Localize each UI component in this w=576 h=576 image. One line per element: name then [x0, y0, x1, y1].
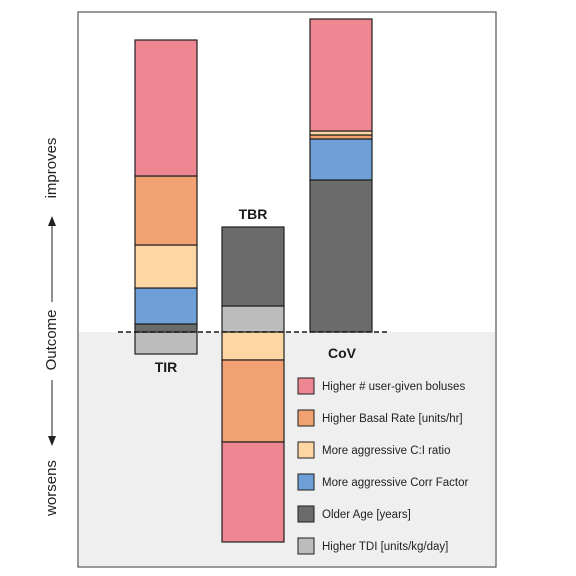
legend-label-ci: More aggressive C:I ratio — [322, 445, 450, 457]
bars-layer — [134, 18, 373, 543]
legend-label-corr: More aggressive Corr Factor — [322, 477, 469, 489]
bar-segment-tir-corr — [134, 287, 198, 325]
bar-segment-tbr-tdi — [221, 305, 285, 333]
legend-item-corr: More aggressive Corr Factor — [297, 473, 469, 491]
legend: Higher # user-given boluses Higher Basal … — [297, 377, 469, 555]
bar-cov — [309, 18, 373, 333]
bar-label-cov: CoV — [328, 345, 357, 361]
legend-label-age: Older Age [years] — [322, 509, 411, 521]
bar-label-tir: TIR — [155, 359, 178, 375]
axis-word-improves: improves — [43, 138, 60, 199]
legend-item-ci: More aggressive C:I ratio — [297, 441, 450, 459]
legend-swatch-ci — [297, 441, 315, 459]
bar-segment-tir-tdi — [134, 331, 198, 355]
legend-item-basal: Higher Basal Rate [units/hr] — [297, 409, 463, 427]
bar-labels: TIR TBR CoV — [155, 206, 357, 375]
bar-segment-tir-boluses — [134, 39, 198, 177]
y-axis: worsens Outcome improves — [43, 138, 60, 517]
bar-segment-tir-basal — [134, 175, 198, 246]
bar-segment-tbr-ci — [221, 331, 285, 361]
arrow-up-icon — [48, 216, 56, 226]
legend-swatch-boluses — [297, 377, 315, 395]
bar-segment-cov-boluses — [309, 18, 373, 132]
legend-label-tdi: Higher TDI [units/kg/day] — [322, 541, 448, 553]
worsens-region — [79, 332, 495, 566]
legend-swatch-basal — [297, 409, 315, 427]
bar-label-tbr: TBR — [239, 206, 268, 222]
bar-segment-tbr-basal — [221, 359, 285, 443]
bar-segment-tbr-boluses — [221, 441, 285, 543]
legend-item-tdi: Higher TDI [units/kg/day] — [297, 537, 448, 555]
legend-item-boluses: Higher # user-given boluses — [297, 377, 465, 395]
bar-segment-cov-basal — [309, 134, 373, 140]
bar-tbr — [221, 226, 285, 543]
legend-item-age: Older Age [years] — [297, 505, 411, 523]
bar-segment-tir-ci — [134, 244, 198, 289]
legend-label-basal: Higher Basal Rate [units/hr] — [322, 413, 463, 425]
legend-swatch-tdi — [297, 537, 315, 555]
bar-segment-tir-age — [134, 323, 198, 333]
bar-segment-cov-age — [309, 179, 373, 333]
legend-swatch-age — [297, 505, 315, 523]
bar-segment-cov-corr — [309, 138, 373, 181]
axis-word-outcome: Outcome — [43, 310, 60, 371]
bar-segment-tbr-age — [221, 226, 285, 307]
arrow-down-icon — [48, 436, 56, 446]
axis-word-worsens: worsens — [43, 460, 60, 517]
bar-segment-cov-ci — [309, 130, 373, 136]
bar-tir — [134, 39, 198, 355]
legend-label-boluses: Higher # user-given boluses — [322, 381, 465, 393]
legend-swatch-corr — [297, 473, 315, 491]
